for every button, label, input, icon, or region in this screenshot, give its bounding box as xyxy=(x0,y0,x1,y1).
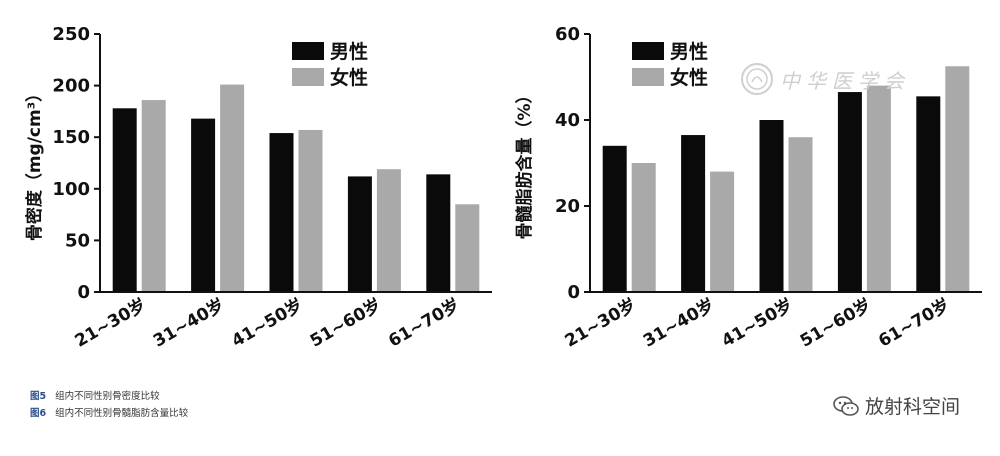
y-axis-label: 骨密度（mg/cm³） xyxy=(24,85,45,241)
seal-icon xyxy=(741,63,773,95)
y-tick-label: 0 xyxy=(567,282,580,303)
x-tick-label: 31~40岁 xyxy=(640,294,719,351)
caption-text: 组内不同性别骨髓脂肪含量比较 xyxy=(55,408,189,419)
caption-figure-number: 图5 xyxy=(30,391,47,402)
legend-label: 女性 xyxy=(670,66,708,89)
bar xyxy=(602,145,627,292)
source-label: 放射科空间 xyxy=(864,396,960,418)
y-tick-label: 50 xyxy=(65,230,90,251)
y-tick-label: 150 xyxy=(52,127,90,148)
y-tick-label: 40 xyxy=(555,110,580,131)
x-tick-label: 41~50岁 xyxy=(718,294,797,351)
wechat-icon xyxy=(833,395,859,416)
caption-text: 组内不同性别骨密度比较 xyxy=(55,391,160,402)
x-tick-label: 41~50岁 xyxy=(228,294,307,351)
y-axis-label: 骨髓脂肪含量（%） xyxy=(514,86,535,239)
y-tick-label: 0 xyxy=(77,282,90,303)
x-tick-label: 31~40岁 xyxy=(150,294,229,351)
x-tick-label: 51~60岁 xyxy=(796,294,875,351)
y-tick-label: 250 xyxy=(52,24,90,45)
bar xyxy=(455,204,480,292)
bar xyxy=(269,133,294,292)
bar xyxy=(426,174,451,292)
legend-swatch xyxy=(632,68,664,86)
watermark: 中华医学会 xyxy=(740,62,910,96)
legend-label: 男性 xyxy=(670,40,708,63)
y-tick-label: 200 xyxy=(52,76,90,97)
bar xyxy=(220,84,245,293)
bar xyxy=(866,85,891,292)
caption-figure-number: 图6 xyxy=(30,408,47,419)
bar xyxy=(347,176,372,292)
bar xyxy=(759,120,784,292)
bar xyxy=(112,108,137,292)
bar xyxy=(631,163,656,292)
bar xyxy=(710,171,735,292)
bar xyxy=(376,169,401,292)
caption-figure-6: 图6 组内不同性别骨髓脂肪含量比较 xyxy=(30,405,188,419)
bar xyxy=(191,118,216,293)
y-tick-label: 20 xyxy=(555,196,580,217)
legend-swatch xyxy=(292,42,324,60)
bar xyxy=(916,96,941,292)
bar xyxy=(837,92,862,292)
x-tick-label: 61~70岁 xyxy=(385,294,464,351)
x-tick-label: 61~70岁 xyxy=(875,294,954,351)
legend-label: 女性 xyxy=(330,66,368,89)
bar xyxy=(945,66,970,292)
caption-figure-5: 图5 组内不同性别骨密度比较 xyxy=(30,388,160,402)
bar xyxy=(141,100,166,292)
y-tick-label: 100 xyxy=(52,179,90,200)
legend-swatch xyxy=(632,42,664,60)
legend-label: 男性 xyxy=(330,40,368,63)
watermark-text: 中华医学会 xyxy=(780,68,910,93)
x-tick-label: 51~60岁 xyxy=(306,294,385,351)
source-badge: 放射科空间 xyxy=(833,392,960,419)
bar xyxy=(788,137,813,292)
bar xyxy=(681,135,706,292)
charts-canvas: 21~30岁 31~40岁 41~50岁 51~60岁 61~70岁0501001502… xyxy=(24,24,982,352)
chart-bone-density: 21~30岁 31~40岁 41~50岁 51~60岁 61~70岁0501001502… xyxy=(24,24,492,352)
y-tick-label: 60 xyxy=(555,24,580,45)
legend-swatch xyxy=(292,68,324,86)
bar xyxy=(298,129,323,292)
